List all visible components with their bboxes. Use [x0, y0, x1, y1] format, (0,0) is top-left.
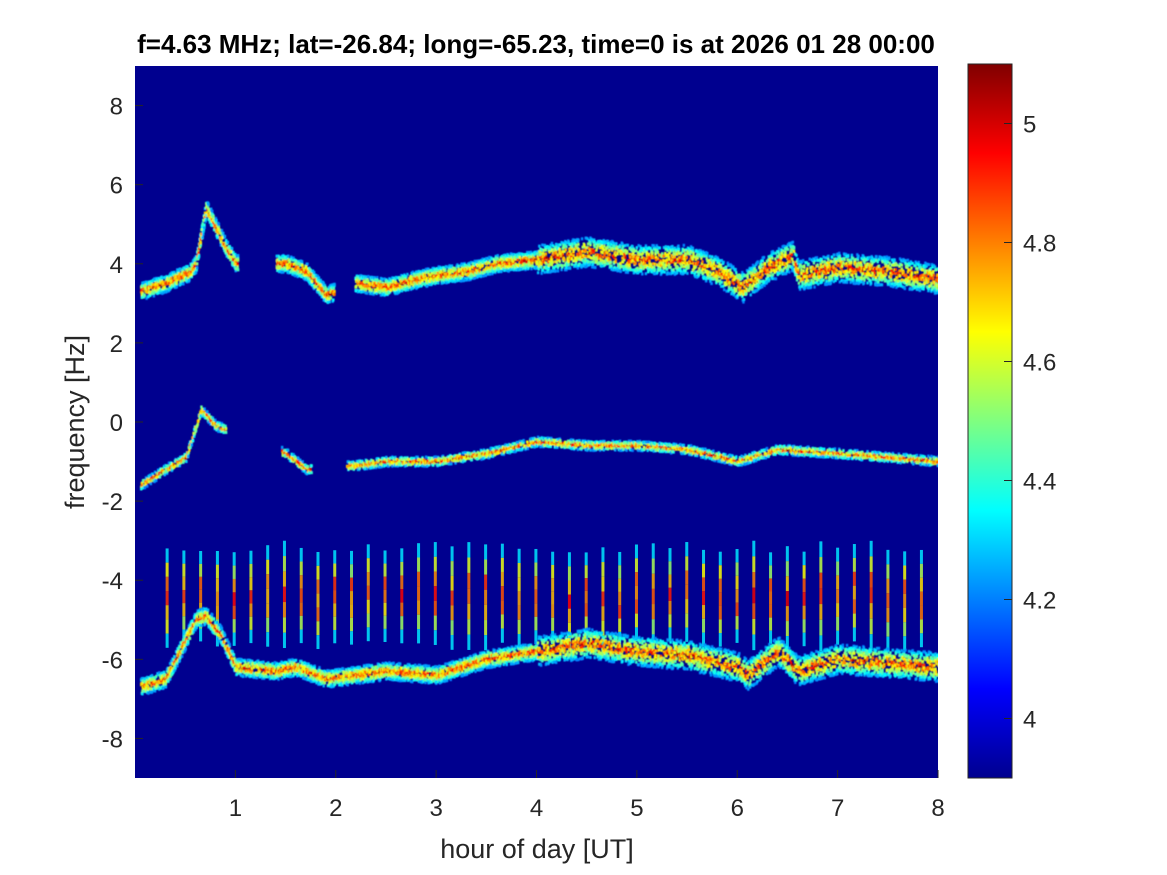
- y-axis: 8 6 4 2 0 -2 -4 -6 -8: [102, 94, 143, 753]
- y-tick-label: 2: [110, 331, 123, 358]
- stripe: [618, 551, 622, 646]
- stripe: [819, 541, 823, 652]
- y-tick-label: -4: [102, 568, 123, 595]
- colorbar-gradient: [967, 63, 1013, 779]
- stripe: [249, 550, 253, 644]
- stripe: [852, 544, 856, 642]
- stripe: [702, 549, 706, 647]
- stripe: [769, 552, 773, 644]
- y-tick-label: -6: [102, 647, 123, 674]
- stripe: [400, 548, 404, 644]
- x-axis-label: hour of day [UT]: [440, 834, 634, 864]
- y-tick-label: 4: [110, 252, 123, 279]
- x-tick-label: 1: [229, 795, 242, 822]
- colorbar-tick-label: 4.6: [1023, 350, 1056, 377]
- x-tick-label: 6: [731, 795, 744, 822]
- colorbar-tick-label: 4.8: [1023, 231, 1056, 258]
- y-tick-label: 8: [110, 94, 123, 121]
- stripe-group: [165, 540, 923, 652]
- y-tick-label: -2: [102, 489, 123, 516]
- x-tick-label: 7: [831, 795, 844, 822]
- colorbar-tick-label: 4.4: [1023, 469, 1056, 496]
- stripe: [182, 550, 186, 643]
- stripe: [450, 546, 454, 650]
- stripe: [534, 548, 538, 644]
- stripe: [500, 543, 504, 643]
- stripe: [383, 550, 387, 642]
- stripe: [484, 544, 488, 651]
- stripe: [165, 548, 169, 648]
- colorbar-tick-label: 4: [1023, 707, 1036, 734]
- stripe: [366, 544, 370, 642]
- colorbar-tick-label: 4.2: [1023, 588, 1056, 615]
- x-tick-label: 8: [931, 795, 944, 822]
- stripe: [282, 540, 286, 649]
- stripe: [551, 551, 555, 645]
- x-tick-label: 5: [630, 795, 643, 822]
- y-tick-label: 6: [110, 173, 123, 200]
- chart-title: f=4.63 MHz; lat=-26.84; long=-65.23, tim…: [137, 29, 935, 59]
- stripe: [651, 543, 655, 650]
- colorbar: 4 4.2 4.4 4.6 4.8 5: [967, 63, 1056, 779]
- stripe: [836, 547, 840, 645]
- stripe: [869, 540, 873, 650]
- stripe: [467, 542, 471, 650]
- stripe: [802, 551, 806, 647]
- x-tick-label: 4: [530, 795, 543, 822]
- heatmap-content: [140, 201, 938, 696]
- trace-middle: [140, 405, 938, 491]
- stripe: [785, 546, 789, 652]
- x-axis: 1 2 3 4 5 6 7 8: [229, 770, 945, 822]
- stripe: [752, 540, 756, 651]
- stripe: [634, 544, 638, 642]
- stripe: [316, 551, 320, 650]
- stripe: [668, 548, 672, 641]
- x-tick-label: 3: [429, 795, 442, 822]
- stripe: [718, 551, 722, 647]
- x-tick-label: 2: [329, 795, 342, 822]
- stripe: [266, 545, 270, 647]
- stripe: [886, 549, 890, 652]
- trace-lower: [140, 606, 938, 696]
- stripe: [333, 550, 337, 644]
- stripe: [232, 552, 236, 646]
- stripe: [299, 547, 303, 644]
- stripe: [517, 548, 521, 649]
- stripe: [417, 543, 421, 644]
- stripe: [601, 547, 605, 651]
- stripe: [903, 551, 907, 651]
- colorbar-ticks: 4 4.2 4.4 4.6 4.8 5: [1004, 112, 1056, 734]
- stripe: [199, 551, 203, 642]
- stripe: [685, 542, 689, 642]
- y-tick-label: -8: [102, 726, 123, 753]
- stripe: [735, 548, 739, 643]
- y-axis-label: frequency [Hz]: [60, 335, 90, 509]
- trace-upper: [140, 201, 938, 305]
- stripe: [350, 550, 354, 645]
- y-tick-label: 0: [110, 410, 123, 437]
- colorbar-tick-label: 5: [1023, 112, 1036, 139]
- stripe: [919, 549, 923, 648]
- stripe: [433, 542, 437, 645]
